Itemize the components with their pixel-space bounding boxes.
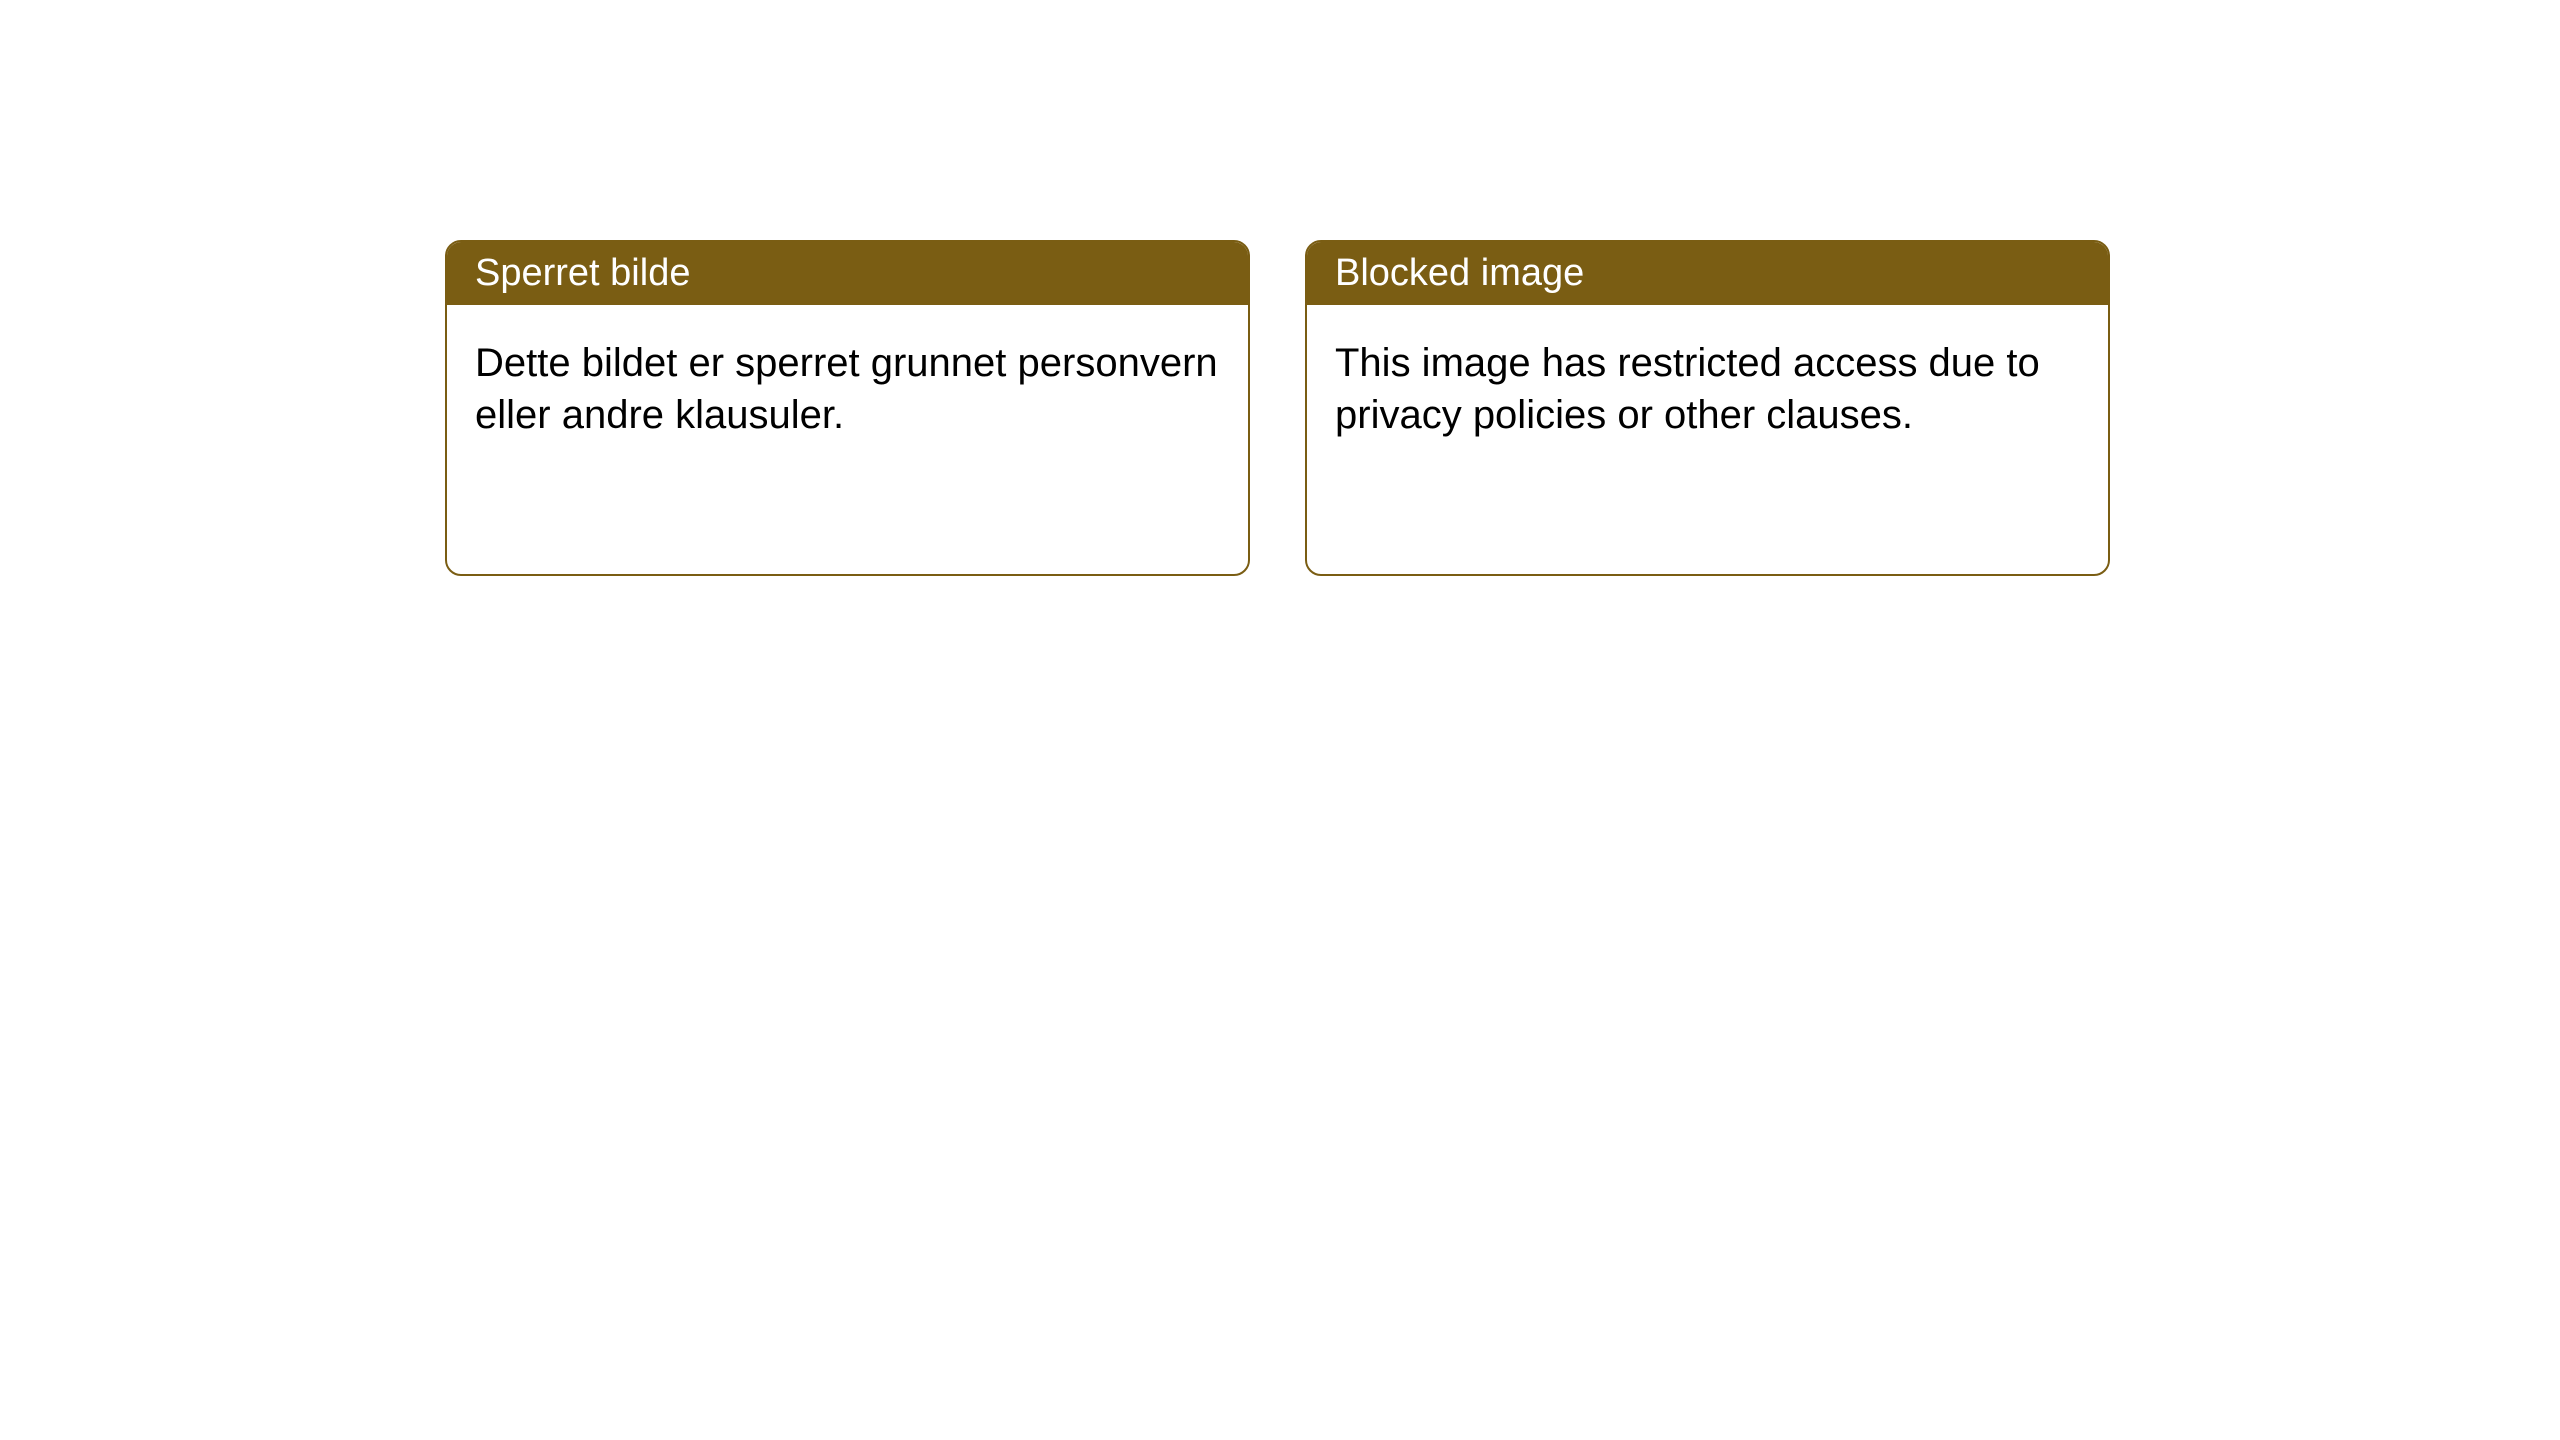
- card-title-english: Blocked image: [1335, 252, 1584, 294]
- card-body-norwegian: Dette bildet er sperret grunnet personve…: [447, 305, 1248, 473]
- card-message-norwegian: Dette bildet er sperret grunnet personve…: [475, 341, 1218, 437]
- blocked-image-card-norwegian: Sperret bilde Dette bildet er sperret gr…: [445, 240, 1250, 576]
- blocked-image-card-english: Blocked image This image has restricted …: [1305, 240, 2110, 576]
- notice-container: Sperret bilde Dette bildet er sperret gr…: [445, 240, 2110, 576]
- card-header-english: Blocked image: [1307, 242, 2108, 305]
- card-body-english: This image has restricted access due to …: [1307, 305, 2108, 473]
- card-title-norwegian: Sperret bilde: [475, 252, 690, 294]
- card-header-norwegian: Sperret bilde: [447, 242, 1248, 305]
- card-message-english: This image has restricted access due to …: [1335, 341, 2040, 437]
